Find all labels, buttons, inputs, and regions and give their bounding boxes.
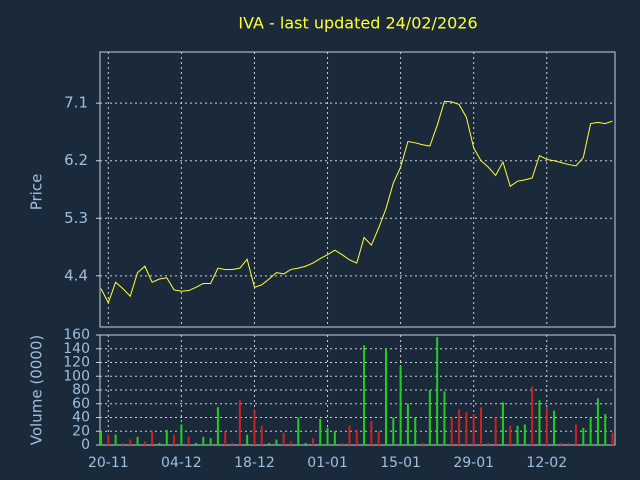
x-tick-label: 29-01 (453, 455, 494, 471)
y2-tick-label: 160 (63, 327, 90, 343)
volume-bar (304, 442, 307, 445)
volume-bar (297, 417, 300, 445)
volume-bar (458, 409, 461, 445)
volume-bar (238, 400, 241, 445)
x-tick-label: 01-01 (307, 455, 348, 471)
volume-bar (114, 434, 117, 445)
volume-bar (582, 427, 585, 445)
volume-bar (480, 407, 482, 445)
volume-bar (501, 402, 504, 445)
volume-bar (428, 390, 431, 445)
volume-bar (487, 442, 490, 445)
volume-bar (523, 424, 526, 445)
volume-bar (260, 425, 263, 445)
volume-bar (165, 429, 168, 445)
volume-bar (596, 398, 599, 445)
volume-bar (290, 441, 292, 445)
price-panel (99, 51, 616, 328)
x-tick-label: 04-12 (161, 455, 202, 471)
volume-bar (355, 429, 358, 445)
volume-bar (275, 439, 278, 445)
y-tick-label: 6.2 (64, 151, 88, 169)
volume-bar (341, 442, 344, 445)
x-tick-label: 18-12 (234, 455, 275, 471)
volume-bar (399, 365, 402, 445)
volume-bar (567, 442, 570, 445)
volume-bar (414, 417, 417, 445)
volume-bar (465, 412, 468, 445)
y-tick-label: 5.3 (64, 209, 88, 227)
y2-tick-label: 140 (63, 341, 90, 357)
volume-bar (377, 431, 380, 445)
volume-bar (472, 414, 475, 445)
volume-bar (180, 424, 183, 445)
y2-tick-label: 0 (81, 437, 90, 453)
volume-bar (319, 418, 322, 445)
volume-bar (545, 407, 548, 445)
volume-bar (604, 414, 607, 445)
volume-bar (121, 442, 124, 445)
volume-bar (107, 434, 110, 445)
volume-bar (311, 438, 314, 445)
volume-bar (158, 442, 161, 445)
volume-bar (450, 417, 453, 445)
volume-bar (268, 442, 271, 445)
volume-bar (231, 442, 234, 445)
volume-bar (443, 391, 446, 445)
volume-bar (385, 348, 387, 445)
volume-bar (282, 432, 285, 445)
volume-bar (151, 431, 154, 445)
volume-bar (611, 432, 614, 445)
volume-bar (370, 420, 373, 445)
volume-bar (187, 436, 190, 445)
volume-bar (531, 386, 534, 445)
volume-bar (326, 427, 329, 445)
y2-tick-label: 60 (72, 396, 90, 412)
volume-bar (216, 407, 219, 445)
volume-bar (516, 425, 519, 445)
volume-bar (392, 417, 395, 445)
y2-tick-label: 120 (63, 355, 90, 371)
volume-bar (406, 403, 409, 445)
x-tick-label: 12-02 (526, 455, 567, 471)
y2-tick-label: 100 (63, 368, 90, 384)
volume-bar (363, 345, 366, 445)
y-axis-label: Price (28, 174, 46, 211)
x-tick-label: 20-11 (88, 455, 129, 471)
volume-bar (333, 431, 336, 445)
volume-bar (575, 424, 577, 445)
volume-bar (195, 442, 197, 445)
volume-bar (589, 417, 592, 445)
y2-tick-label: 20 (72, 423, 90, 439)
volume-bar (421, 442, 424, 445)
volume-bar (136, 436, 139, 445)
volume-bar (209, 438, 212, 445)
volume-bar (560, 442, 563, 445)
volume-bar (129, 439, 132, 445)
volume-bar (202, 436, 205, 445)
y2-tick-label: 80 (72, 382, 90, 398)
volume-bar (494, 417, 497, 445)
volume-bar (553, 410, 556, 445)
volume-bar (348, 425, 351, 445)
chart-title: IVA - last updated 24/02/2026 (238, 14, 477, 33)
volume-bar (246, 434, 249, 445)
y-tick-label: 7.1 (64, 94, 88, 112)
price-line (100, 100, 613, 304)
volume-bar (100, 431, 102, 445)
volume-bar (509, 425, 512, 445)
volume-bar (173, 434, 176, 445)
y-tick-label: 4.4 (64, 266, 88, 284)
y2-tick-label: 40 (72, 410, 90, 426)
volume-bar (436, 337, 439, 445)
volume-bar (253, 410, 256, 445)
x-tick-label: 15-01 (380, 455, 421, 471)
volume-bar (538, 400, 541, 445)
volume-bar (224, 431, 227, 445)
volume-bar (143, 441, 146, 445)
y2-axis-label: Volume (0000) (28, 335, 46, 445)
